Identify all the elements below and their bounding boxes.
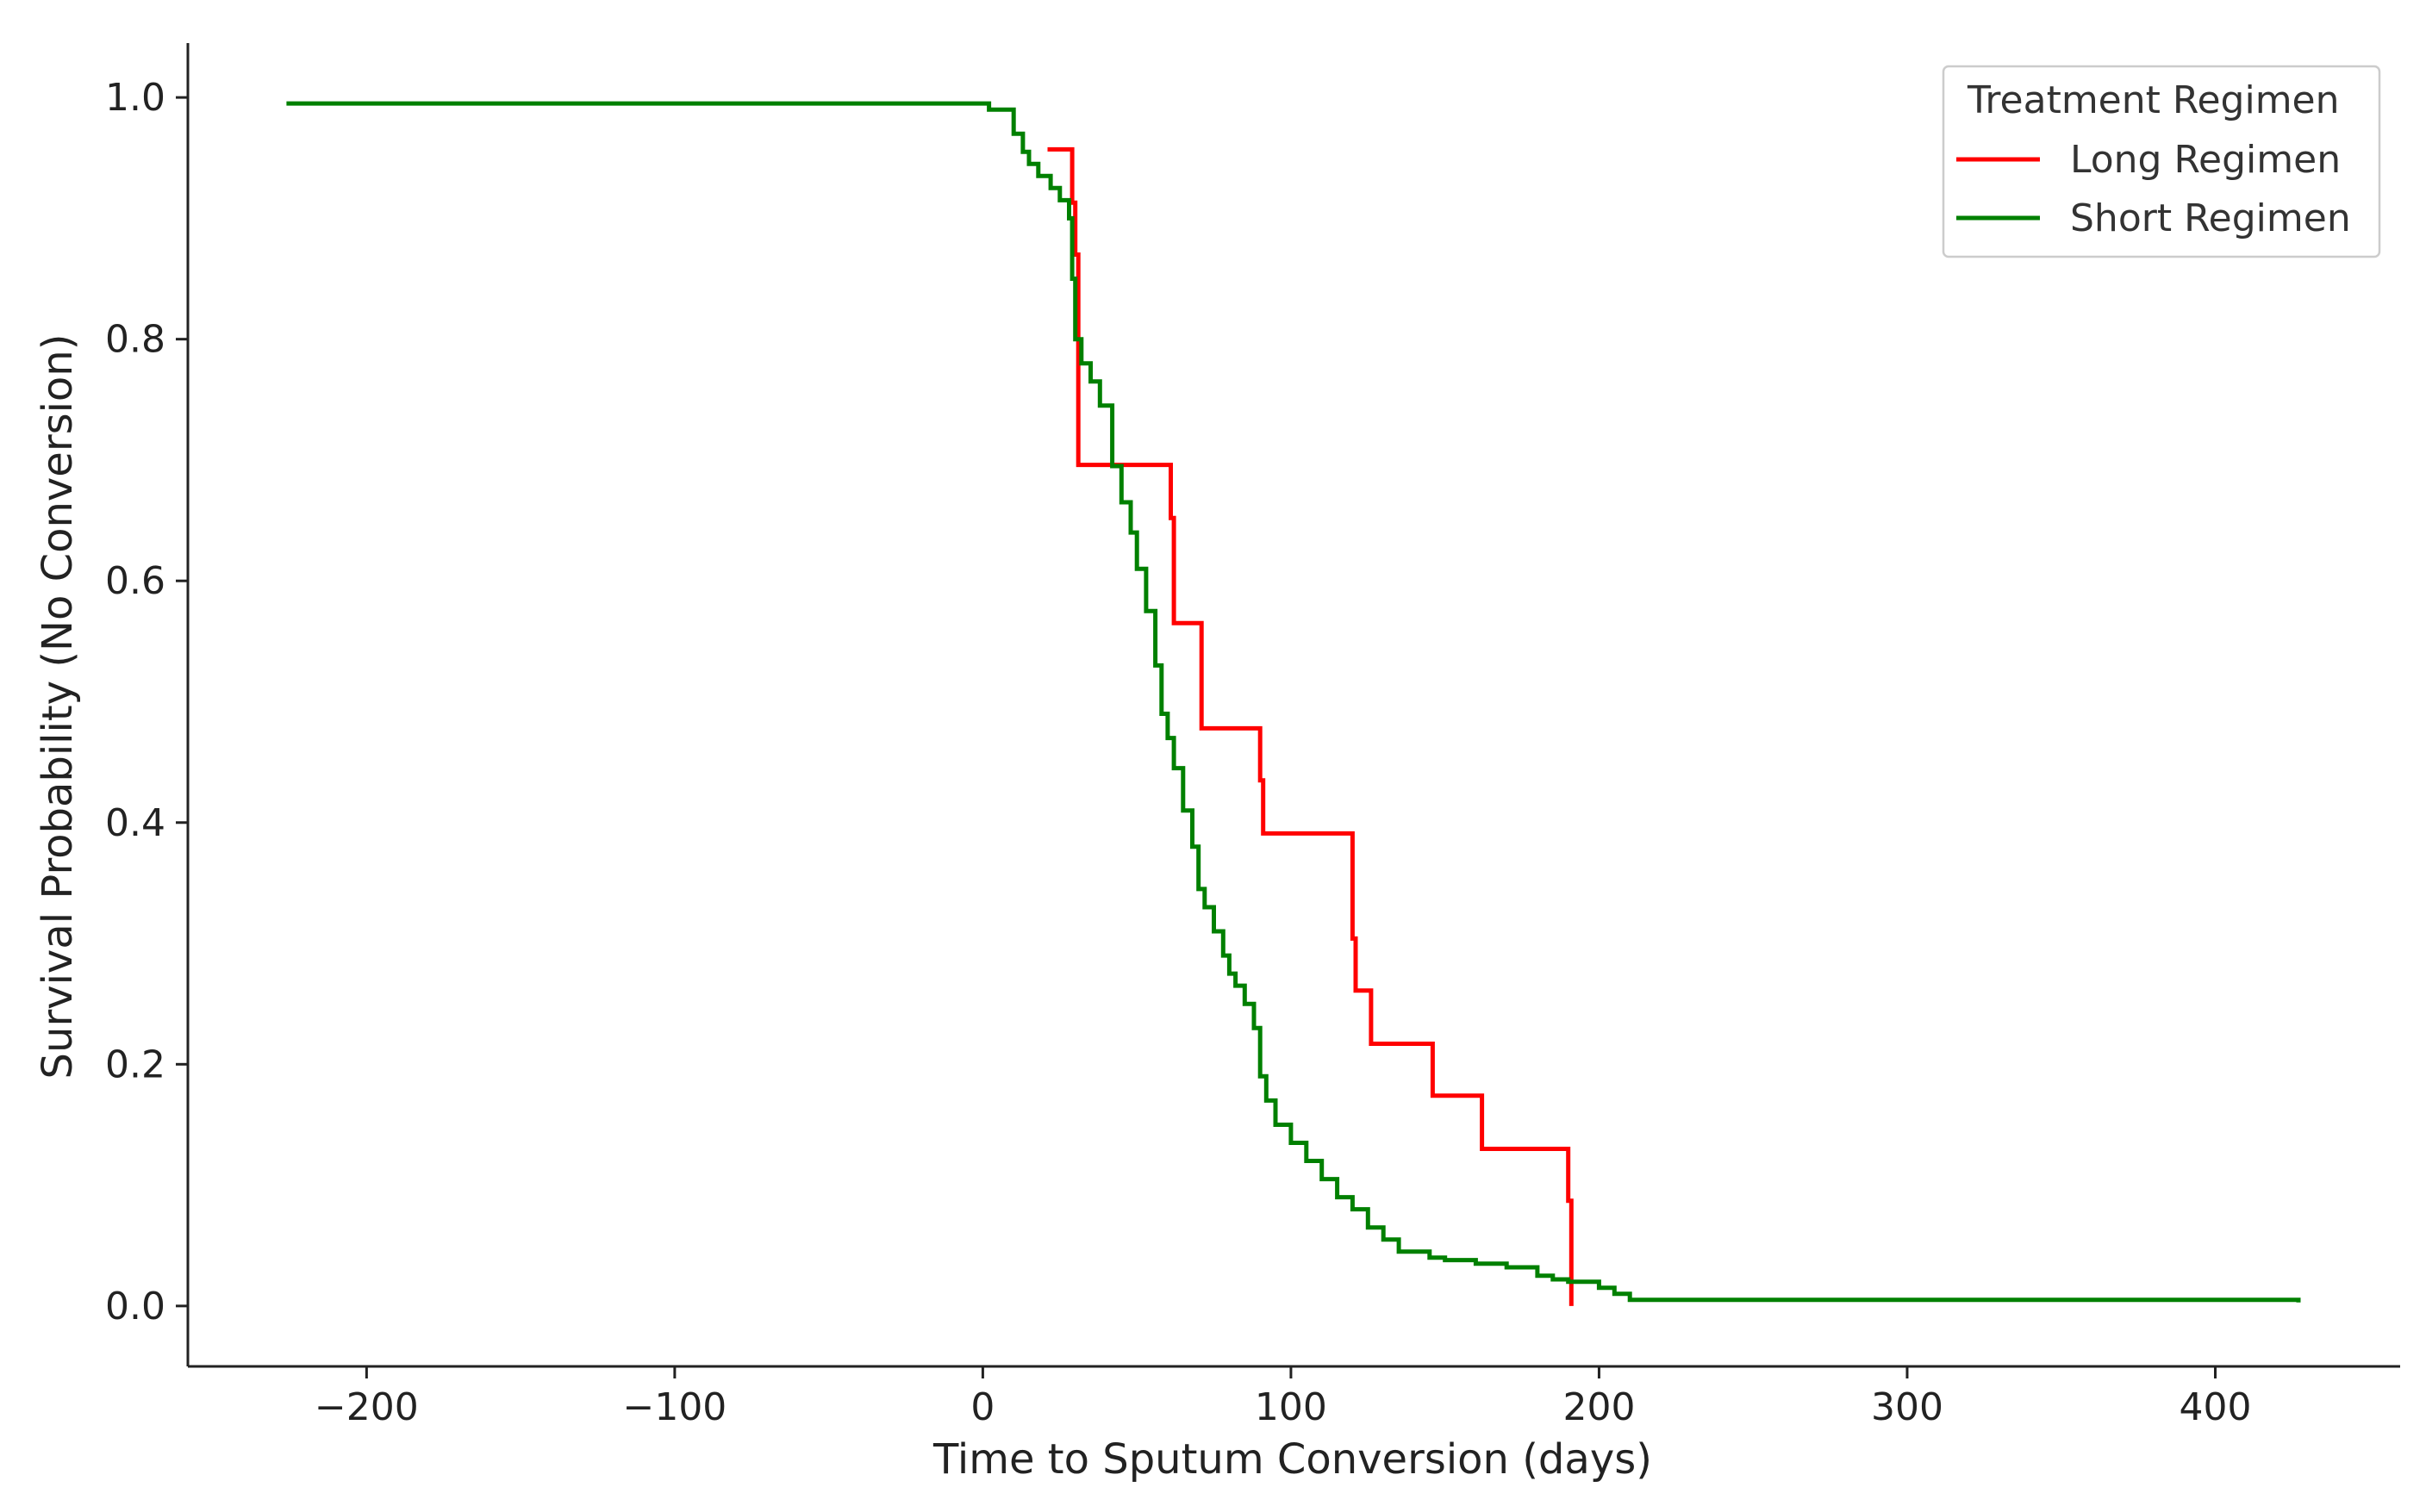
axes <box>186 43 2400 1368</box>
series-line-short-regimen <box>286 101 2301 1303</box>
x-tick-label: 300 <box>1871 1385 1943 1429</box>
x-ticks: −200 −100 0 100 200 300 400 <box>315 1366 2251 1429</box>
legend-title: Treatment Regimen <box>1967 78 2340 122</box>
legend: Treatment Regimen Long Regimen Short Reg… <box>1942 65 2381 258</box>
legend-label-long: Long Regimen <box>2070 138 2341 182</box>
y-ticks: 0.0 0.2 0.4 0.6 0.8 1.0 <box>105 76 188 1328</box>
x-tick-label: −200 <box>315 1385 419 1429</box>
x-tick-label: 0 <box>970 1385 995 1429</box>
y-tick-label: 1.0 <box>105 76 165 120</box>
y-axis-label: Survival Probability (No Conversion) <box>34 334 82 1080</box>
x-tick-label: −100 <box>622 1385 727 1429</box>
y-tick-label: 0.0 <box>105 1285 165 1328</box>
x-tick-label: 200 <box>1562 1385 1635 1429</box>
x-axis-label: Time to Sputum Conversion (days) <box>932 1435 1652 1484</box>
y-tick-label: 0.4 <box>105 801 165 845</box>
y-tick-label: 0.6 <box>105 559 165 603</box>
plot-area <box>286 101 2301 1306</box>
x-tick-label: 100 <box>1255 1385 1327 1429</box>
series-line-long-regimen <box>1047 146 1574 1306</box>
y-tick-label: 0.2 <box>105 1042 165 1086</box>
legend-box <box>1942 65 2381 258</box>
legend-label-short: Short Regimen <box>2070 196 2351 240</box>
x-tick-label: 400 <box>2179 1385 2251 1429</box>
y-tick-label: 0.8 <box>105 318 165 362</box>
